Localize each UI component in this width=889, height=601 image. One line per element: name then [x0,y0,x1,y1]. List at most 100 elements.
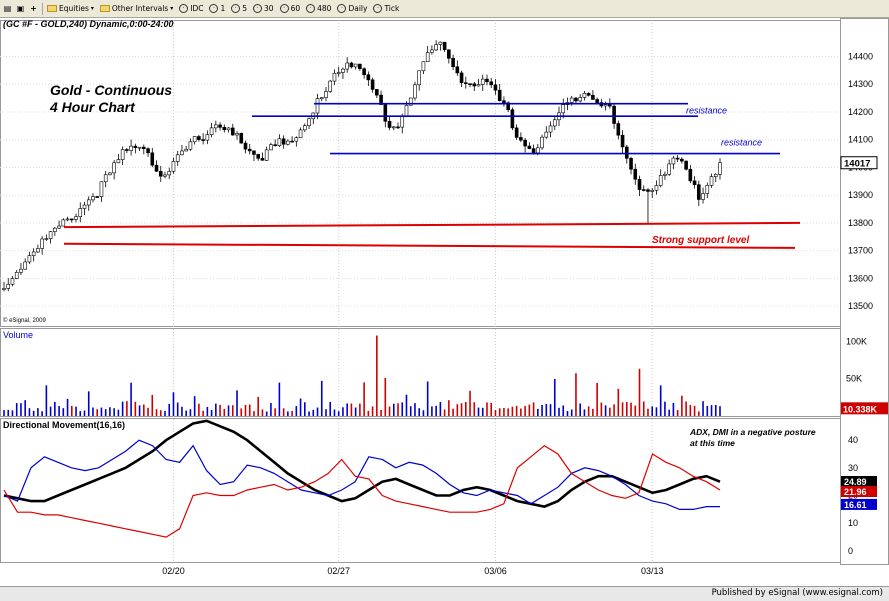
clock-icon: · [209,4,219,13]
folder-icon [47,5,57,12]
y-tick-label: 13700 [848,246,873,256]
candle-body [116,159,121,164]
toolbar-item-60[interactable]: · 60 [279,4,301,13]
panel-frame [0,418,841,563]
candle-body [463,82,468,84]
candle-body [36,248,40,253]
footer-bar: Published by eSignal (www.esignal.com) [0,586,889,601]
toolbar-item-1[interactable]: · 1 [209,4,225,13]
chart-header: (GC #F - GOLD,240) Dynamic,0:00-24:00 [3,19,174,29]
candle-body [269,144,273,151]
add-icon[interactable]: + [30,3,37,13]
y-tick-label: 14200 [848,107,873,117]
candle-body [574,97,578,102]
candle-body [188,141,193,150]
candle-body [243,142,248,150]
candle-body [86,199,91,206]
x-tick-label: 02/20 [162,566,185,576]
dmi-annotation-line: at this time [690,438,735,448]
clock-icon: · [231,4,241,13]
candle-body [44,238,49,240]
candle-body [19,268,23,273]
candle-body [27,255,32,263]
toolbar-item-daily[interactable]: · Daily [337,4,367,13]
candle-body [480,78,485,85]
candle-body [692,180,697,185]
candle-body [548,125,553,133]
copyright-text: © eSignal, 2009 [3,317,46,324]
candle-body [688,168,693,182]
candle-body [307,118,311,126]
candle-body [641,189,646,191]
dmi-tick-label: 0 [848,546,853,556]
candle-body [646,189,650,192]
y-tick-label: 13600 [848,273,873,283]
candle-body [235,133,239,136]
candle-body [468,83,472,85]
chart-svg[interactable]: 02/20 02/27 03/06 03/13 13500 13600 13700 13800… [0,18,889,586]
clock-icon: · [179,4,189,13]
candle-body [154,164,159,172]
candle-body [375,89,379,96]
candle-body [163,174,167,177]
volume-tick-label: 50K [846,374,862,384]
toolbar-item-480[interactable]: · 480 [306,4,331,13]
print-icon[interactable]: ▣ [16,3,25,13]
candle-body [493,84,498,91]
toolbar-item-label: Tick [384,4,400,13]
candle-body [413,84,417,99]
adx-line [3,419,721,508]
candle-body [137,146,142,149]
candle-body [447,49,451,59]
toolbar-item-label: 30 [264,4,274,13]
candle-body [434,44,438,51]
candle-body [78,208,83,217]
candle-body [230,127,235,136]
candle-body [273,144,277,146]
toolbar-item-equities[interactable]: Equities ▾ [47,4,94,13]
toolbar-item-label: Other Intervals [111,4,169,13]
candle-body [701,193,705,200]
support-line [63,242,796,249]
candle-body [57,225,61,229]
candle-body [684,160,688,170]
footer-text: Published by eSignal (www.esignal.com) [711,588,883,598]
toolbar-item-tick[interactable]: · Tick [373,4,399,13]
y-tick-label: 13900 [848,190,873,200]
candle-body [472,83,477,87]
candle-body [353,63,358,68]
toolbar-item-30[interactable]: · 30 [253,4,274,13]
toolbar-item-label: 60 [290,4,301,13]
candle-body [192,136,197,143]
candle-body [540,136,544,149]
file-icon[interactable]: ▤ [3,3,12,13]
adx-value-tag [841,475,877,487]
toolbar-item-5[interactable]: · 5 [231,4,247,13]
candle-body [328,80,333,92]
candle-body [591,94,595,100]
candle-body [175,154,180,162]
clock-icon: · [373,4,383,13]
clock-icon: · [279,4,289,13]
candle-body [10,278,15,285]
candle-body [40,238,44,249]
candle-body [620,134,625,148]
candle-body [362,68,366,75]
toolbar-item-idc[interactable]: · IDC [179,4,203,13]
last-price-tag [840,156,878,170]
candle-body [713,174,718,177]
dmi-title: Directional Movement(16,16) [3,420,125,430]
toolbar-item-label: 1 [220,4,226,13]
candle-body [336,72,341,74]
candle-body [561,104,566,114]
toolbar-divider [42,2,43,15]
x-tick-label: 02/27 [327,566,350,576]
candle-body [624,146,629,159]
toolbar: ▤ ▣ + Equities ▾ Other Intervals ▾ · IDC · 1 · 5 ·… [0,0,889,18]
candle-body [349,62,354,68]
candle-body [383,104,388,122]
toolbar-item-other-intervals[interactable]: Other Intervals ▾ [99,4,173,13]
candle-body [476,84,481,87]
candle-body [379,94,383,105]
candle-body [595,99,599,103]
